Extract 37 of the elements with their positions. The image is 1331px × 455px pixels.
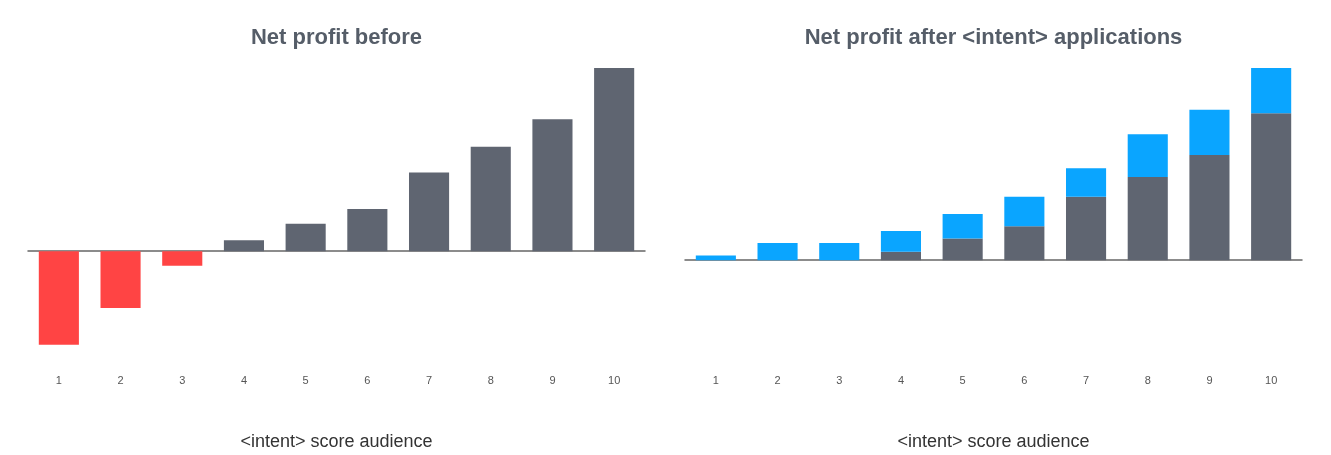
x-tick-label: 9 <box>1206 373 1213 386</box>
x-tick-label: 10 <box>608 373 621 386</box>
x-tick-label: 1 <box>712 373 719 386</box>
x-tick-label: 1 <box>55 373 62 386</box>
x-tick-label: 2 <box>117 373 124 386</box>
x-tick-label: 5 <box>302 373 309 386</box>
x-tick-label: 2 <box>774 373 781 386</box>
x-tick-label: 7 <box>425 373 433 386</box>
bar <box>819 243 860 261</box>
bar <box>100 251 141 309</box>
bar <box>1066 168 1107 197</box>
bar <box>38 251 79 345</box>
chart-title: Net profit before <box>250 23 423 49</box>
bar <box>695 255 736 261</box>
bar <box>880 231 921 252</box>
x-tick-label: 3 <box>179 373 186 386</box>
x-tick-label: 10 <box>1265 373 1278 386</box>
x-axis-title: <intent> score audience <box>240 431 433 451</box>
x-tick-label: 8 <box>487 373 494 386</box>
x-tick-label: 9 <box>549 373 556 386</box>
x-tick-label: 8 <box>1144 373 1151 386</box>
chart-title: Net profit after <intent> applications <box>804 23 1183 49</box>
bar <box>1127 134 1168 177</box>
x-tick-label: 6 <box>1021 373 1028 386</box>
x-axis-title: <intent> score audience <box>897 431 1090 451</box>
bar <box>162 251 203 266</box>
x-tick-label: 4 <box>897 373 905 386</box>
bar <box>1189 109 1230 156</box>
bar <box>1004 196 1045 227</box>
x-tick-label: 7 <box>1082 373 1090 386</box>
bar <box>757 243 798 261</box>
x-tick-label: 6 <box>364 373 371 386</box>
bar <box>942 213 983 239</box>
bar <box>1251 68 1292 114</box>
x-tick-label: 3 <box>836 373 843 386</box>
x-tick-label: 4 <box>240 373 248 386</box>
x-tick-label: 5 <box>959 373 966 386</box>
